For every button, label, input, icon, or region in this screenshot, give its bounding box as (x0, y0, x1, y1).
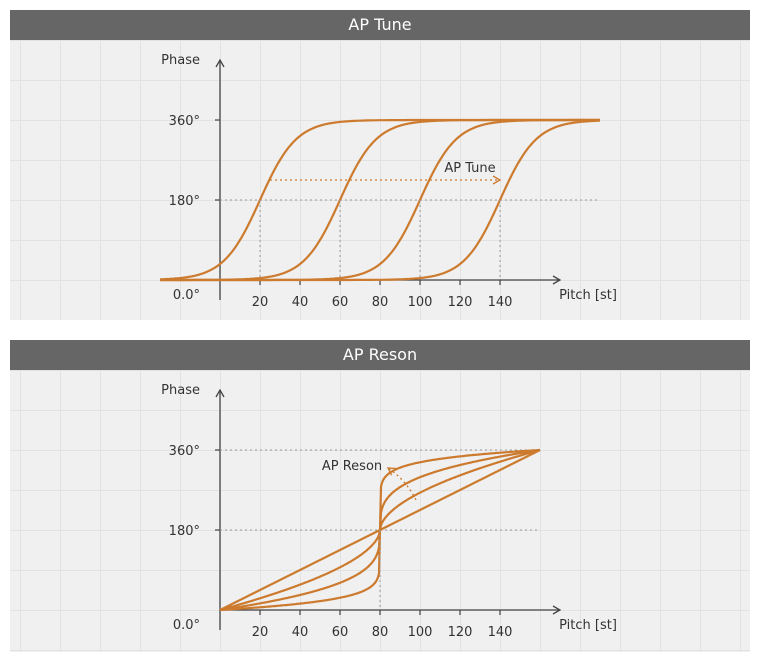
ap-reson-x-tick-label: 140 (488, 625, 513, 640)
ap-tune-y-tick-label: 360° (169, 114, 200, 129)
ap-tune-x-tick-label: 40 (292, 295, 309, 310)
ap-reson-y-tick-label: 360° (169, 444, 200, 459)
ap-tune-x-tick-label: 60 (332, 295, 349, 310)
ap-tune-annotation-label: AP Tune (444, 161, 495, 176)
ap-tune-y-tick-label: 180° (169, 194, 200, 209)
ap-reson-x-tick-label: 60 (332, 625, 349, 640)
ap-tune-x-tick-label: 80 (372, 295, 389, 310)
ap-reson-x-tick-label: 40 (292, 625, 309, 640)
ap-reson-x-tick-label: 100 (408, 625, 433, 640)
ap-tune-x-tick-label: 140 (488, 295, 513, 310)
ap-tune-curve-4 (160, 119, 600, 282)
ap-reson-x-tick-label: 80 (372, 625, 389, 640)
ap-reson-x-axis-label: Pitch [st] (559, 618, 617, 633)
ap-reson-x-tick-label: 20 (252, 625, 269, 640)
ap-reson-x-tick-label: 120 (448, 625, 473, 640)
ap-tune-title: AP Tune (10, 10, 750, 40)
ap-reson-reson-arrow (386, 467, 417, 501)
ap-tune-x-tick-label: 100 (408, 295, 433, 310)
ap-reson-annotation-label: AP Reson (322, 459, 382, 474)
ap-tune-x-tick-label: 20 (252, 295, 269, 310)
ap-reson-title: AP Reson (10, 340, 750, 370)
ap-tune-y-tick-label: 0.0° (173, 288, 200, 303)
ap-tune-x-axis-label: Pitch [st] (559, 288, 617, 303)
ap-tune-y-axis-label: Phase (161, 53, 200, 68)
ap-reson-y-tick-label: 180° (169, 524, 200, 539)
ap-tune-x-tick-label: 120 (448, 295, 473, 310)
ap-reson-y-axis-label: Phase (161, 383, 200, 398)
ap-reson-y-tick-label: 0.0° (173, 618, 200, 633)
